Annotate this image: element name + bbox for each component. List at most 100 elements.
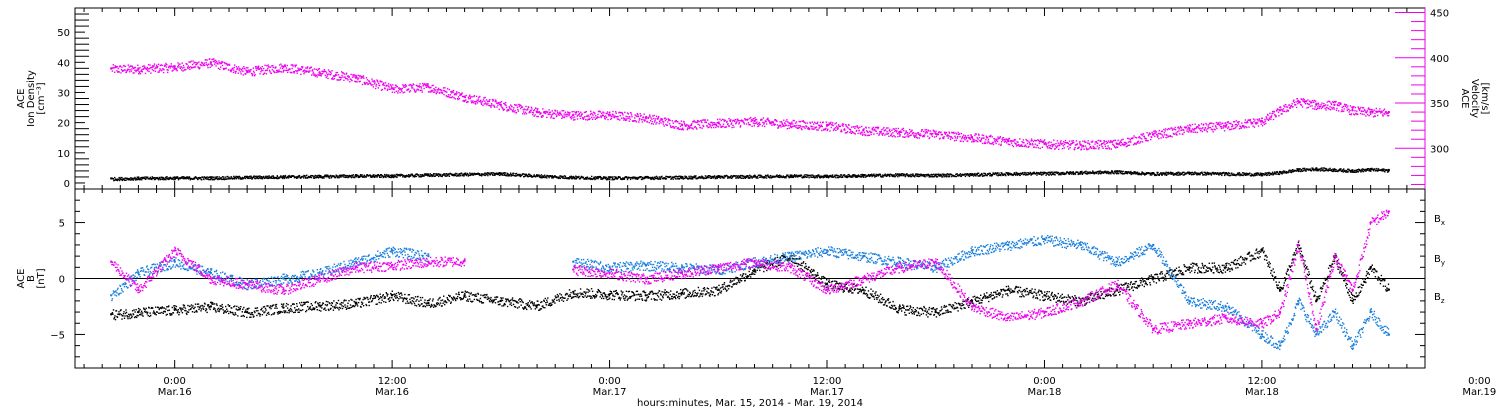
- data-point: [813, 123, 815, 125]
- data-point: [721, 175, 723, 177]
- data-point: [954, 137, 957, 139]
- data-point: [818, 176, 821, 179]
- data-point: [652, 177, 654, 179]
- data-point: [441, 92, 444, 94]
- data-point: [1128, 137, 1130, 140]
- data-point: [1332, 101, 1334, 104]
- data-point: [405, 85, 408, 87]
- data-point: [494, 100, 496, 103]
- data-point: [1242, 124, 1244, 127]
- data-point: [377, 81, 379, 83]
- data-point: [394, 86, 396, 89]
- data-point: [442, 174, 444, 176]
- data-point: [682, 127, 684, 129]
- data-point: [1369, 109, 1371, 111]
- data-point: [1292, 100, 1295, 102]
- data-point: [778, 176, 780, 178]
- data-point: [1238, 128, 1241, 130]
- data-point: [470, 173, 473, 175]
- data-point: [1038, 142, 1040, 144]
- data-point: [589, 118, 591, 120]
- data-point: [846, 126, 848, 128]
- data-point: [689, 177, 692, 180]
- data-point: [696, 128, 698, 130]
- data-point: [1059, 144, 1061, 147]
- data-point: [621, 178, 624, 180]
- data-point: [635, 115, 637, 117]
- data-point: [469, 94, 471, 96]
- data-point: [627, 177, 629, 179]
- data-point: [674, 120, 677, 122]
- data-point: [528, 112, 530, 114]
- data-point: [171, 65, 173, 67]
- data-point: [792, 175, 794, 177]
- data-point: [361, 77, 363, 79]
- data-point: [589, 114, 591, 116]
- data-point: [634, 176, 636, 178]
- data-point: [955, 139, 958, 141]
- data-point: [541, 116, 543, 118]
- data-point: [776, 124, 779, 126]
- data-point: [176, 177, 178, 179]
- data-point: [541, 115, 543, 117]
- data-point: [890, 133, 893, 135]
- data-point: [1030, 143, 1032, 146]
- data-point: [685, 175, 688, 178]
- data-point: [1021, 145, 1024, 147]
- data-point: [500, 101, 503, 103]
- data-point: [1048, 144, 1050, 147]
- data-point: [439, 92, 441, 94]
- data-point: [1372, 116, 1375, 118]
- data-point: [1147, 140, 1149, 142]
- data-point: [169, 65, 171, 67]
- data-point: [715, 177, 717, 179]
- data-point: [446, 95, 448, 98]
- data-point: [869, 175, 871, 177]
- data-point: [1132, 137, 1134, 139]
- data-point: [492, 174, 494, 176]
- data-point: [610, 115, 612, 118]
- data-point: [861, 134, 864, 136]
- x-tick-label-time: 0:00: [163, 376, 185, 387]
- series-anchor-point: [572, 113, 575, 117]
- data-point: [435, 86, 437, 89]
- data-point: [734, 118, 736, 121]
- data-point: [853, 126, 855, 128]
- data-point: [469, 97, 471, 100]
- data-point: [303, 69, 306, 71]
- data-point: [664, 177, 666, 179]
- data-point: [744, 176, 746, 178]
- data-point: [340, 78, 342, 80]
- data-point: [448, 175, 451, 177]
- data-point: [304, 71, 306, 73]
- data-point: [574, 119, 576, 121]
- data-point: [591, 116, 593, 119]
- data-point: [1023, 142, 1025, 144]
- data-point: [540, 112, 542, 114]
- data-point: [445, 90, 447, 93]
- data-point: [1371, 109, 1373, 111]
- data-point: [266, 175, 268, 178]
- data-point: [1000, 143, 1002, 145]
- data-point: [393, 91, 396, 94]
- data-point: [885, 127, 888, 129]
- data-point: [514, 110, 516, 112]
- data-point: [211, 64, 214, 66]
- data-point: [781, 122, 783, 124]
- data-point: [495, 100, 497, 102]
- data-point: [613, 116, 615, 119]
- data-point: [967, 140, 969, 142]
- data-point: [123, 65, 125, 67]
- data-point: [654, 176, 656, 178]
- data-point: [1268, 117, 1271, 119]
- data-point: [175, 69, 177, 71]
- right-tick-label: 450: [1430, 9, 1449, 20]
- data-point: [360, 77, 362, 79]
- data-point: [616, 115, 618, 118]
- data-point: [894, 130, 896, 132]
- data-point: [693, 176, 695, 178]
- data-point: [434, 91, 436, 93]
- data-point: [709, 125, 712, 127]
- data-point: [755, 177, 758, 179]
- data-point: [741, 177, 743, 179]
